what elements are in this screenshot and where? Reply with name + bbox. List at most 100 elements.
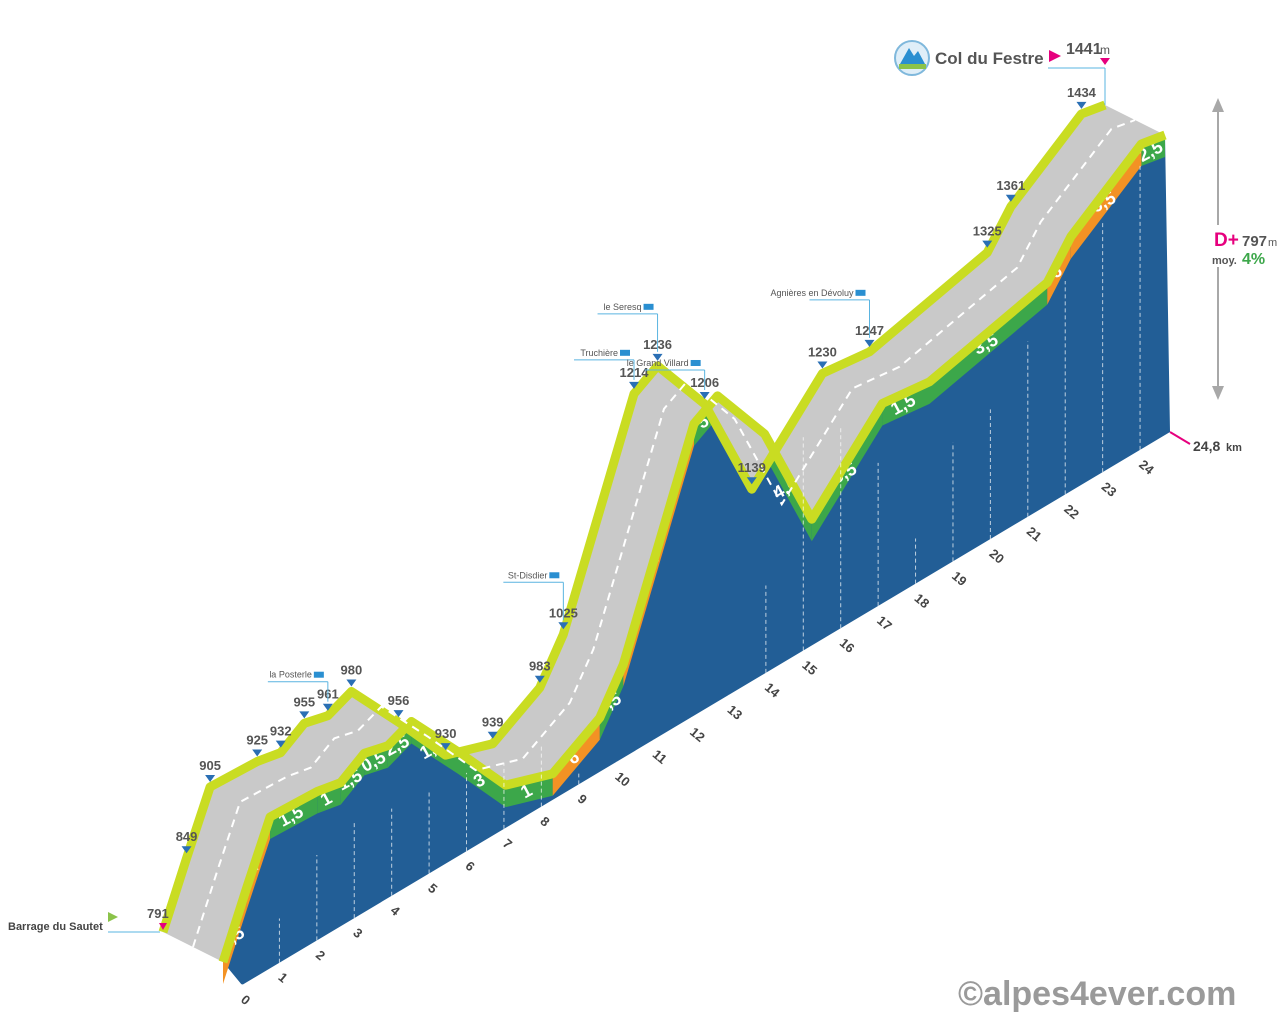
altitude-value: 849 <box>176 829 198 844</box>
altitude-value: 1139 <box>738 460 766 475</box>
km-tick-label: 4 <box>388 903 404 920</box>
altitude-marker-icon <box>1076 101 1087 109</box>
km-tick-label: 1 <box>275 970 290 986</box>
km-tick-label: 15 <box>799 657 820 678</box>
village-icon <box>643 303 654 310</box>
summit-header: Col du Festre 1441 m <box>894 40 1110 105</box>
altitude-marker-icon <box>299 711 310 719</box>
altitude-marker-icon <box>534 675 545 683</box>
altitude-marker-icon <box>393 710 404 718</box>
road-centre-line <box>192 119 1136 948</box>
km-tick-label: 20 <box>986 546 1007 567</box>
summit-pink-marker-icon <box>1100 58 1110 65</box>
km-tick-label: 10 <box>612 769 633 790</box>
road-front-edge <box>218 130 1167 964</box>
altitude-value: 980 <box>341 663 363 678</box>
gradient-band <box>270 791 318 839</box>
km-tick-label: 17 <box>874 613 895 634</box>
profile-road-surface <box>158 100 1167 964</box>
village-icon <box>620 349 630 356</box>
start-pink-marker-icon <box>159 923 167 930</box>
km-tick-label: 2 <box>313 947 328 963</box>
km-tick-label: 16 <box>837 635 858 656</box>
altitude-marker-icon <box>629 381 639 389</box>
village-icon <box>313 671 324 678</box>
altitude-marker-icon <box>181 846 192 854</box>
elevation-gain-value: 797 <box>1242 233 1267 250</box>
km-tick-label: 19 <box>949 568 970 589</box>
altitude-value: 1361 <box>996 178 1025 193</box>
altitude-marker-icon <box>864 339 875 347</box>
summit-flag-icon <box>1049 50 1061 62</box>
average-gradient-label: moy. <box>1212 255 1237 267</box>
total-distance: 24,8 km <box>1169 431 1242 454</box>
elevation-gain-unit: m <box>1268 237 1277 249</box>
total-distance-value: 24,8 <box>1193 438 1220 454</box>
start-name: Barrage du Sautet <box>8 921 103 933</box>
km-tick-label: 6 <box>463 858 478 874</box>
gradient-band <box>882 381 930 426</box>
altitude-marker-icon <box>652 353 663 361</box>
altitude-markers: 8499059259329559619809569309399831025121… <box>176 85 1097 854</box>
altitude-marker-icon <box>322 703 333 711</box>
place-name: le Grand Villard <box>627 358 689 368</box>
place-name: St-Disdier <box>508 570 548 580</box>
place-name: Agnières en Dévoluy <box>770 288 854 298</box>
altitude-marker-icon <box>440 743 451 751</box>
altitude-value: 1230 <box>808 344 837 359</box>
altitude-marker-icon <box>252 749 263 757</box>
elevation-gain-label: D+ <box>1214 230 1239 251</box>
km-tick-label: 7 <box>500 836 515 852</box>
place-name: la Posterle <box>269 670 312 680</box>
summit-unit: m <box>1100 43 1110 57</box>
km-tick-label: 5 <box>425 880 440 896</box>
average-gradient-value: 4% <box>1242 251 1265 268</box>
elevation-summary: D+ 797 m moy. 4% <box>1205 98 1280 400</box>
altitude-marker-icon <box>1005 194 1016 202</box>
altitude-value: 1325 <box>973 224 1002 239</box>
altitude-marker-icon <box>982 240 993 248</box>
credit-watermark: ©alpes4ever.com <box>958 975 1236 1013</box>
altitude-marker-icon <box>746 477 757 485</box>
road-back-edge <box>158 100 1107 934</box>
km-tick-label: 23 <box>1099 479 1120 500</box>
km-tick-label: 0 <box>238 992 253 1008</box>
summit-altitude: 1441 <box>1066 41 1102 58</box>
altitude-marker-icon <box>205 774 216 782</box>
place-name: Truchière <box>580 348 618 358</box>
place-name: le Seresq <box>604 302 642 312</box>
altitude-value: 983 <box>529 659 551 674</box>
village-icon <box>690 359 701 366</box>
altitude-marker-icon <box>487 731 498 739</box>
km-tick-label: 13 <box>725 702 746 723</box>
start-flag-icon <box>108 912 118 922</box>
start-marker: Barrage du Sautet 791 <box>8 906 169 933</box>
km-tick-label: 8 <box>537 813 552 829</box>
km-tick-label: 9 <box>575 791 590 807</box>
altitude-value: 930 <box>435 726 457 741</box>
altitude-marker-icon <box>346 679 357 687</box>
village-icon <box>549 572 560 579</box>
altitude-value: 1434 <box>1067 85 1097 100</box>
km-tick-label: 21 <box>1024 524 1045 545</box>
altitude-marker-icon <box>275 740 286 748</box>
summit-title: Col du Festre <box>935 49 1044 68</box>
altitude-value: 956 <box>388 693 410 708</box>
total-distance-unit: km <box>1226 442 1242 454</box>
km-tick-label: 3 <box>350 925 365 941</box>
km-tick-label: 12 <box>687 724 708 745</box>
km-tick-label: 18 <box>912 590 933 611</box>
altitude-marker-icon <box>817 361 828 369</box>
km-tick-label: 14 <box>762 680 783 701</box>
altitude-marker-icon <box>699 391 710 399</box>
km-tick-label: 24 <box>1136 457 1157 478</box>
altitude-value: 955 <box>293 694 315 709</box>
altitude-value: 905 <box>199 758 221 773</box>
start-altitude: 791 <box>147 906 169 921</box>
altitude-value: 939 <box>482 715 504 730</box>
village-icon <box>855 289 866 296</box>
altitude-value: 932 <box>270 724 292 739</box>
altitude-marker-icon <box>558 622 569 630</box>
km-tick-label: 11 <box>650 747 670 767</box>
